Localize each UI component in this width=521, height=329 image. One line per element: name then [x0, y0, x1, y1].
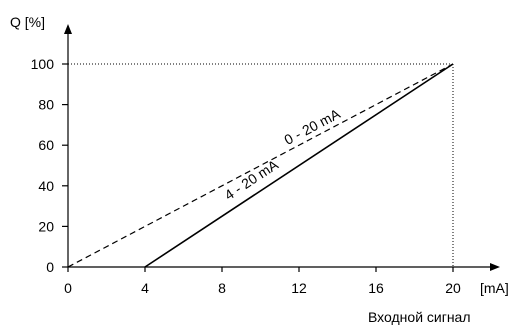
y-tick-label: 60	[38, 137, 54, 153]
x-axis-arrow	[490, 263, 500, 271]
series-line-0-20-mA	[67, 63, 454, 268]
x-axis-title: [mA]	[480, 280, 509, 296]
axes	[64, 24, 500, 271]
x-tick-label: 20	[445, 280, 461, 296]
y-tick-label: 20	[38, 218, 54, 234]
y-tick-label: 40	[38, 178, 54, 194]
x-tick-label: 0	[64, 280, 72, 296]
x-tick-label: 8	[218, 280, 226, 296]
x-axis-caption: Входной сигнал	[368, 309, 471, 325]
y-axis-ticks: 0 20 40 60 80 100	[31, 56, 68, 275]
reference-lines	[68, 63, 454, 267]
x-axis-ticks: 0 4 8 12 16 20	[64, 267, 461, 296]
y-tick-label: 80	[38, 97, 54, 113]
series-lines: 0 - 20 mA4 - 20 mA	[67, 63, 454, 268]
x-tick-label: 16	[368, 280, 384, 296]
x-tick-label: 12	[291, 280, 307, 296]
y-tick-label: 100	[31, 56, 55, 72]
series-line-4-20-mA	[144, 63, 454, 268]
y-tick-label: 0	[46, 259, 54, 275]
x-tick-label: 4	[141, 280, 149, 296]
y-axis-arrow	[64, 24, 72, 34]
y-axis-title: Q [%]	[10, 14, 45, 30]
